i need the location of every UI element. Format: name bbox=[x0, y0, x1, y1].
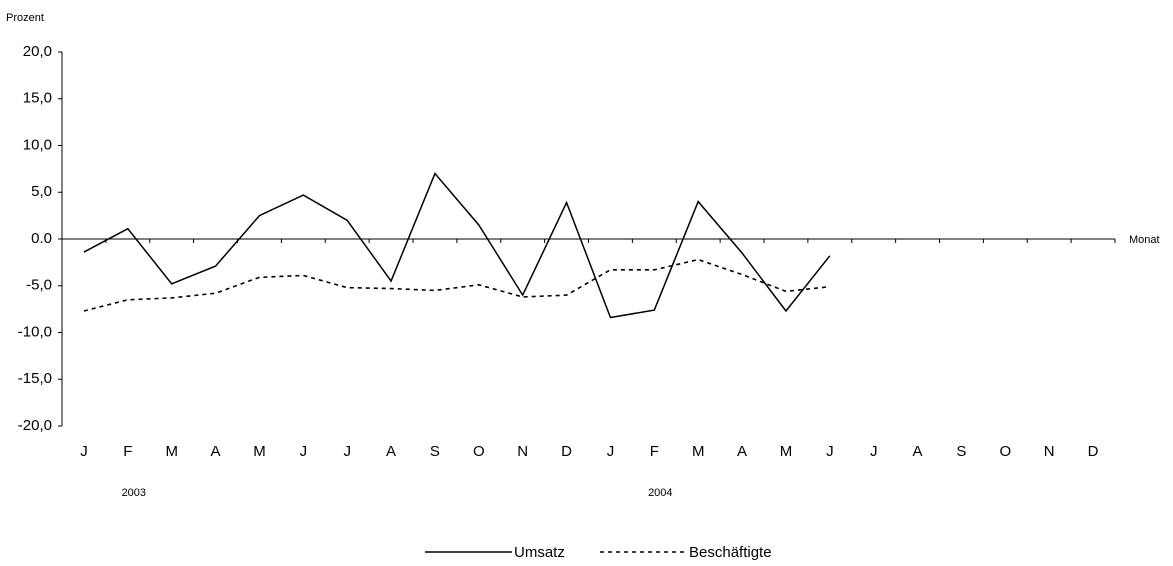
series-line bbox=[83, 258, 830, 312]
x-tick-label: N bbox=[1044, 443, 1055, 460]
legend-label: Beschäftigte bbox=[689, 544, 772, 561]
x-axis-label: Monat bbox=[1129, 234, 1160, 246]
x-tick-label: O bbox=[999, 443, 1011, 460]
x-tick-label: O bbox=[473, 443, 485, 460]
x-tick-label: A bbox=[211, 443, 221, 460]
y-tick-label: -15,0 bbox=[18, 370, 52, 387]
x-tick-label: F bbox=[123, 443, 132, 460]
y-tick-label: 0.0 bbox=[31, 230, 52, 247]
year-label: 2004 bbox=[648, 487, 672, 499]
x-tick-label: S bbox=[430, 443, 440, 460]
year-label: 2003 bbox=[122, 487, 146, 499]
x-tick-label: D bbox=[1088, 443, 1099, 460]
y-tick-label: 10,0 bbox=[23, 136, 52, 153]
y-tick-label: 15,0 bbox=[23, 90, 52, 107]
x-tick-label: N bbox=[517, 443, 528, 460]
series-line bbox=[83, 172, 831, 319]
x-tick-label: J bbox=[607, 443, 615, 460]
y-axis-label: Prozent bbox=[6, 12, 44, 24]
x-tick-label: M bbox=[253, 443, 266, 460]
x-tick-label: J bbox=[300, 443, 308, 460]
x-tick-label: J bbox=[826, 443, 834, 460]
x-tick-label: M bbox=[780, 443, 793, 460]
x-tick-label: F bbox=[650, 443, 659, 460]
y-tick-label: 5,0 bbox=[31, 183, 52, 200]
y-tick-label: -10,0 bbox=[18, 323, 52, 340]
x-tick-label: A bbox=[737, 443, 747, 460]
x-tick-label: A bbox=[386, 443, 396, 460]
x-tick-label: M bbox=[165, 443, 178, 460]
x-tick-label: J bbox=[80, 443, 88, 460]
x-tick-label: J bbox=[343, 443, 351, 460]
y-tick-label: -20,0 bbox=[18, 417, 52, 434]
y-tick-label: -5,0 bbox=[26, 277, 52, 294]
x-tick-label: D bbox=[561, 443, 572, 460]
x-tick-label: S bbox=[956, 443, 966, 460]
x-tick-label: A bbox=[913, 443, 923, 460]
y-tick-label: 20,0 bbox=[23, 43, 52, 60]
x-tick-label: M bbox=[692, 443, 705, 460]
legend-label: Umsatz bbox=[514, 544, 565, 561]
x-tick-label: J bbox=[870, 443, 878, 460]
